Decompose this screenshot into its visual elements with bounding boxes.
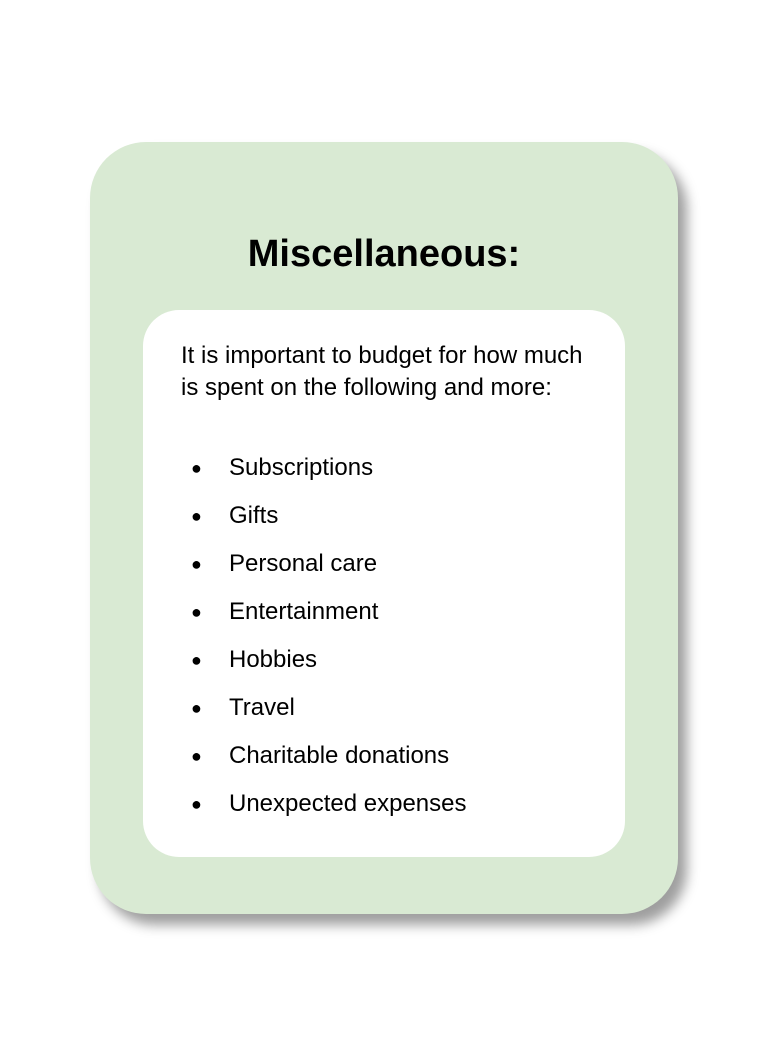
- list-item-label: Gifts: [229, 502, 279, 529]
- list-item-label: Charitable donations: [229, 742, 450, 769]
- bullet-icon: ●: [191, 650, 202, 670]
- expense-list: ● Subscriptions ● Gifts ● Personal care …: [181, 452, 467, 836]
- bullet-icon: ●: [191, 458, 202, 478]
- list-item: ● Personal care: [181, 548, 467, 596]
- bullet-icon: ●: [191, 698, 202, 718]
- list-item-label: Unexpected expenses: [229, 790, 467, 817]
- list-item: ● Travel: [181, 692, 467, 740]
- list-item-label: Travel: [229, 694, 295, 721]
- bullet-icon: ●: [191, 554, 202, 574]
- list-item: ● Hobbies: [181, 644, 467, 692]
- list-item: ● Subscriptions: [181, 452, 467, 500]
- list-item-label: Personal care: [229, 550, 378, 577]
- bullet-icon: ●: [191, 506, 202, 526]
- list-item: ● Charitable donations: [181, 740, 467, 788]
- content-panel: It is important to budget for how much i…: [143, 310, 625, 857]
- list-item: ● Unexpected expenses: [181, 788, 467, 836]
- bullet-icon: ●: [191, 602, 202, 622]
- bullet-icon: ●: [191, 794, 202, 814]
- bullet-icon: ●: [191, 746, 202, 766]
- intro-text: It is important to budget for how much i…: [181, 342, 583, 401]
- list-item-label: Entertainment: [229, 598, 379, 625]
- card-title: Miscellaneous:: [247, 233, 521, 275]
- miscellaneous-card: Miscellaneous: It is important to budget…: [90, 142, 678, 914]
- list-item-label: Hobbies: [229, 646, 318, 673]
- list-item-label: Subscriptions: [229, 454, 374, 481]
- list-item: ● Gifts: [181, 500, 467, 548]
- list-item: ● Entertainment: [181, 596, 467, 644]
